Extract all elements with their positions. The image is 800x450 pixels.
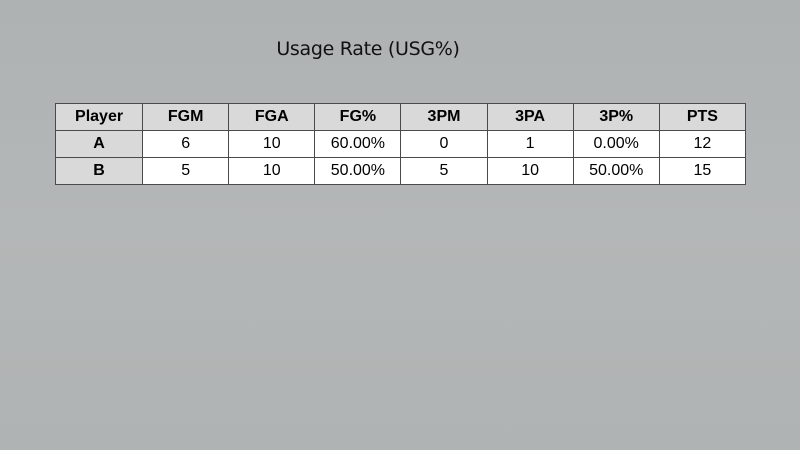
column-header-3p-pct: 3P% [572, 103, 660, 131]
3pa-cell: 1 [486, 130, 574, 158]
column-header-fgm: FGM [142, 103, 230, 131]
pts-cell: 12 [658, 130, 747, 158]
fg-pct-cell: 50.00% [314, 157, 402, 185]
column-header-3pm: 3PM [400, 103, 488, 131]
column-header-3pa: 3PA [486, 103, 574, 131]
slide-title: Usage Rate (USG%) [276, 38, 460, 60]
table-row: A 6 10 60.00% 0 1 0.00% 12 [54, 130, 747, 158]
column-header-fg-pct: FG% [314, 103, 402, 131]
fgm-cell: 5 [142, 157, 230, 185]
table-row: B 5 10 50.00% 5 10 50.00% 15 [54, 157, 747, 185]
column-header-pts: PTS [658, 103, 747, 131]
fgm-cell: 6 [142, 130, 230, 158]
fg-pct-cell: 60.00% [314, 130, 402, 158]
player-name-cell: A [54, 130, 144, 158]
3p-pct-cell: 0.00% [572, 130, 660, 158]
pts-cell: 15 [658, 157, 747, 185]
fga-cell: 10 [228, 157, 316, 185]
player-stats-table: Player FGM FGA FG% 3PM 3PA 3P% PTS A 6 1… [54, 103, 747, 185]
3pm-cell: 0 [400, 130, 488, 158]
column-header-fga: FGA [228, 103, 316, 131]
column-header-player: Player [54, 103, 144, 131]
table-header-row: Player FGM FGA FG% 3PM 3PA 3P% PTS [54, 103, 747, 131]
3p-pct-cell: 50.00% [572, 157, 660, 185]
3pm-cell: 5 [400, 157, 488, 185]
3pa-cell: 10 [486, 157, 574, 185]
fga-cell: 10 [228, 130, 316, 158]
player-name-cell: B [54, 157, 144, 185]
